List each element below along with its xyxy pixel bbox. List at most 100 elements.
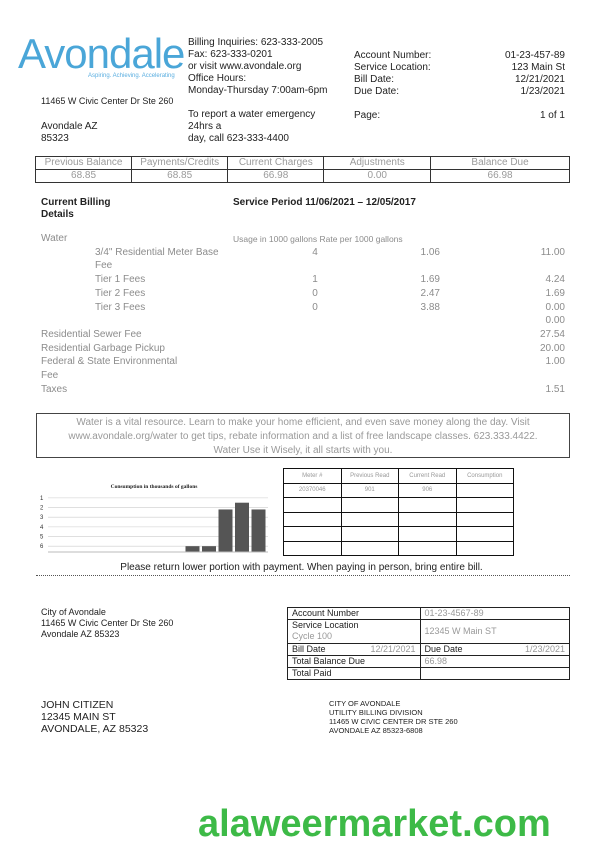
meter-read-table: Meter # Previous Read Current Read Consumpt… — [283, 468, 514, 556]
service-period: Service Period 11/06/2021 – 12/05/2017 — [233, 197, 416, 208]
usage-header: Usage in 1000 gallons Rate per 1000 gall… — [233, 234, 403, 244]
sender-street: 11465 W Civic Center Dr Ste 260 — [41, 96, 174, 106]
customer-address: JOHN CITIZEN 12345 MAIN ST AVONDALE, AZ … — [41, 699, 148, 735]
meter-header-row: Meter # Previous Read Current Read Consumpt… — [283, 468, 514, 484]
billing-details-title: Current Billing Details — [41, 197, 110, 221]
account-value: 01-23-457-89 — [504, 50, 565, 61]
sender-zip: 85323 — [41, 133, 69, 144]
address-line: AVONDALE AZ 85323-6808 — [329, 726, 423, 735]
account-row: Bill Date: 12/21/2021 — [354, 74, 565, 86]
billing-row: 3/4" Residential Meter Base 4 1.06 11.00 — [0, 246, 603, 260]
stub-due-date-label: Due Date — [424, 644, 463, 654]
billing-usage: 0 — [312, 301, 318, 313]
billing-rate: 3.88 — [420, 301, 440, 313]
customer-name: JOHN CITIZEN — [41, 699, 114, 711]
address-line: UTILITY BILLING DIVISION — [329, 708, 423, 717]
address-line: 11465 W CIVIC CENTER DR STE 260 — [329, 717, 458, 726]
account-value: 123 Main St — [511, 62, 565, 73]
account-row: Account Number: 01-23-457-89 — [354, 50, 565, 62]
meter-cell: 906 — [398, 482, 457, 498]
account-value: 1/23/2021 — [520, 86, 566, 97]
address-line: City of Avondale — [41, 607, 106, 617]
meter-row: 20370046 901 906 — [283, 482, 514, 498]
summary-header: Current Charges — [227, 156, 325, 170]
account-row: Due Date: 1/23/2021 — [354, 86, 565, 98]
meter-cell — [398, 497, 457, 513]
website: or visit www.avondale.org — [188, 61, 302, 72]
billing-item-label: Tier 2 Fees — [95, 287, 146, 299]
billing-rate: 1.69 — [420, 274, 440, 286]
summary-header: Adjustments — [323, 156, 432, 170]
message-line: Water is a vital resource. Learn to make… — [76, 417, 530, 428]
meter-row — [283, 526, 514, 542]
chart-y-tick: 5 — [40, 535, 44, 541]
meter-cell — [340, 540, 399, 556]
billing-amount: 27.54 — [539, 328, 565, 340]
stub-total-paid-field[interactable] — [419, 667, 571, 680]
emergency-line: To report a water emergency — [188, 109, 316, 120]
stub-total-due: 66.98 — [419, 655, 571, 668]
remit-to-address: CITY OF AVONDALE UTILITY BILLING DIVISIO… — [329, 699, 458, 735]
stub-account-value: 01-23-4567-89 — [419, 607, 571, 620]
billing-item-label: Fee — [41, 370, 59, 381]
billing-title-line: Current Billing — [41, 197, 111, 208]
stub-location-label: Service Location — [292, 620, 359, 630]
stub-total-paid-label: Total Paid — [287, 667, 421, 680]
account-label: Account Number: — [354, 50, 432, 61]
emergency-line: day, call 623-333-4400 — [188, 133, 289, 144]
billing-item-label: Fee — [95, 260, 113, 272]
billing-amount: 20.00 — [539, 342, 565, 354]
office-hours: Monday-Thursday 7:00am-6pm — [188, 85, 328, 96]
meter-cell — [283, 540, 342, 556]
page-row: Page: 1 of 1 — [354, 110, 565, 122]
meter-cell — [398, 526, 457, 542]
stub-location-value: 12345 W Main ST — [419, 619, 571, 644]
billing-amount: 1.00 — [545, 356, 565, 368]
sender-city-block: Avondale AZ 85323 — [41, 121, 98, 145]
logo-tagline: Aspiring. Achieving. Accelerating — [88, 73, 175, 79]
chart-y-tick: 6 — [40, 544, 44, 550]
billing-row: Tier 2 Fees 0 2.47 1.69 — [0, 287, 603, 301]
message-line: Water Use it Wisely, it all starts with … — [213, 445, 393, 456]
billing-row: Residential Sewer Fee 27.54 — [0, 328, 603, 342]
chart-y-tick: 2 — [40, 506, 44, 512]
avondale-logo: Avondale — [18, 30, 185, 77]
chart-plot: 1 2 3 4 5 6 — [40, 496, 268, 553]
summary-header-row: Previous Balance Payments/Credits Curren… — [34, 156, 570, 170]
billing-amount: 0.00 — [545, 301, 565, 313]
chart-bar — [251, 509, 266, 552]
meter-header: Previous Read — [340, 468, 399, 484]
emergency-info: To report a water emergency 24hrs a day,… — [188, 109, 315, 145]
chart-y-tick: 4 — [40, 525, 44, 531]
meter-cell — [283, 497, 342, 513]
summary-value: 66.98 — [430, 169, 570, 183]
summary-value-row: 68.85 68.85 66.98 0.00 66.98 — [34, 169, 570, 183]
billing-title-line: Details — [41, 209, 74, 220]
stub-total-due-label: Total Balance Due — [287, 655, 421, 668]
account-row: Service Location: 123 Main St — [354, 62, 565, 74]
billing-item-label: Federal & State Environmental — [41, 356, 178, 368]
chart-title: Consumption in thousands of gallons — [110, 484, 198, 490]
chart-y-tick: 3 — [40, 515, 44, 521]
billing-row: Residential Garbage Pickup 20.00 — [0, 342, 603, 356]
meter-row — [283, 511, 514, 527]
billing-usage: 1 — [312, 274, 318, 286]
address-line: AVONDALE, AZ 85323 — [41, 723, 149, 735]
billing-amount: 0.00 — [545, 315, 565, 327]
billing-amount: 11.00 — [540, 246, 565, 258]
meter-cell — [398, 540, 457, 556]
account-label: Bill Date: — [354, 74, 395, 85]
tear-line — [36, 575, 570, 576]
billing-row: Tier 3 Fees 0 3.88 0.00 — [0, 301, 603, 315]
chart-bar — [185, 546, 200, 552]
meter-cell — [340, 511, 399, 527]
summary-value: 68.85 — [131, 169, 229, 183]
stub-due-date-cell: Due Date 1/23/2021 — [419, 643, 571, 656]
billing-row: Taxes 1.51 — [0, 383, 603, 397]
billing-item-label: Taxes — [41, 383, 68, 395]
payment-stub-table: Account Number 01-23-4567-89 Service Loca… — [287, 607, 571, 680]
balance-summary-table: Previous Balance Payments/Credits Curren… — [34, 156, 570, 183]
billing-rate: 2.47 — [420, 287, 440, 299]
summary-header: Previous Balance — [34, 156, 133, 170]
stub-due-date: 1/23/2021 — [524, 644, 565, 654]
